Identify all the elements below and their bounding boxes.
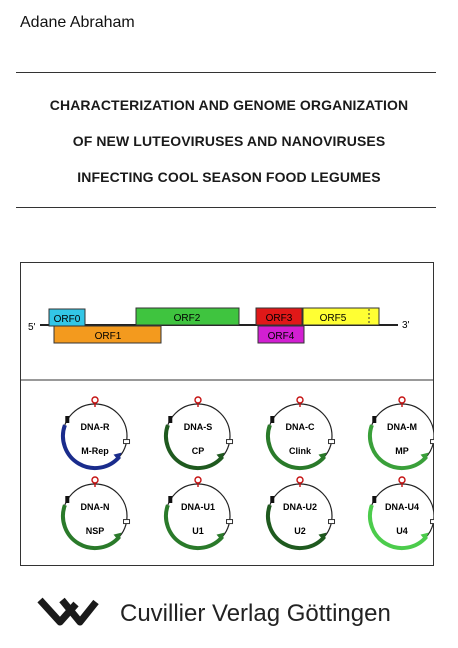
coding-arc bbox=[266, 424, 327, 471]
promoter-mark bbox=[65, 496, 70, 503]
polyA-mark bbox=[123, 519, 131, 525]
arc-arrowhead bbox=[113, 532, 122, 541]
coding-arc bbox=[164, 504, 225, 551]
arc-arrowhead bbox=[113, 452, 122, 461]
dna-circle-dna-u2: DNA-U2 U2 bbox=[266, 476, 336, 551]
arc-arrowhead bbox=[216, 532, 225, 541]
coding-arc bbox=[368, 424, 429, 471]
polyA-mark bbox=[328, 439, 336, 445]
three-prime-label: 3' bbox=[402, 320, 410, 331]
publisher-name: Cuvillier Verlag Göttingen bbox=[120, 600, 391, 627]
orf5-box bbox=[302, 307, 380, 326]
gene-label: U4 bbox=[396, 526, 408, 536]
gene-label: MP bbox=[395, 446, 409, 456]
arc-arrowhead bbox=[318, 452, 327, 461]
coding-arc bbox=[368, 504, 429, 551]
polyA-mark bbox=[226, 439, 234, 445]
dna-circle-dna-n: DNA-N NSP bbox=[61, 476, 131, 551]
title-line-1: CHARACTERIZATION AND GENOME ORGANIZATION bbox=[49, 97, 409, 113]
title-line-2: OF NEW LUTEOVIRUSES AND NANOVIRUSES bbox=[72, 133, 386, 149]
dna-circle-dna-u1: DNA-U1 U1 bbox=[164, 476, 234, 551]
coding-arc bbox=[266, 504, 327, 551]
dna-name-label: DNA-S bbox=[184, 422, 213, 432]
polyA-mark bbox=[430, 439, 434, 445]
gene-label: M-Rep bbox=[81, 446, 109, 456]
promoter-mark bbox=[372, 416, 377, 423]
polyA-mark bbox=[328, 519, 336, 525]
promoter-mark bbox=[372, 496, 377, 503]
dna-name-label: DNA-U2 bbox=[283, 502, 317, 512]
coding-arc bbox=[61, 504, 122, 551]
genome-figure: 5' 3' ORF0 ORF1 ORF2 ORF3 ORF4 ORF5 DNA-… bbox=[20, 262, 434, 566]
promoter-mark bbox=[270, 496, 275, 503]
orf1-label: ORF1 bbox=[95, 331, 122, 342]
orf3-label: ORF3 bbox=[266, 313, 293, 324]
author-name: Adane Abraham bbox=[20, 14, 135, 31]
dna-name-label: DNA-U4 bbox=[385, 502, 419, 512]
orf4-box bbox=[257, 325, 305, 344]
dna-name-label: DNA-R bbox=[81, 422, 110, 432]
promoter-mark bbox=[168, 496, 173, 503]
orf1-box bbox=[53, 325, 162, 344]
dna-name-label: DNA-U1 bbox=[181, 502, 215, 512]
promoter-mark bbox=[65, 416, 70, 423]
top-divider bbox=[16, 72, 436, 73]
gene-label: CP bbox=[192, 446, 205, 456]
orf2-label: ORF2 bbox=[174, 313, 201, 324]
dna-circle-dna-c: DNA-C Clink bbox=[266, 396, 336, 471]
genome-map: 5' 3' ORF0 ORF1 ORF2 ORF3 ORF4 ORF5 bbox=[28, 307, 410, 344]
coding-arc bbox=[164, 424, 225, 471]
polyA-mark bbox=[226, 519, 234, 525]
dna-name-label: DNA-M bbox=[387, 422, 417, 432]
gene-label: U2 bbox=[294, 526, 306, 536]
dna-name-label: DNA-C bbox=[286, 422, 315, 432]
gene-label: NSP bbox=[86, 526, 105, 536]
arc-arrowhead bbox=[216, 452, 225, 461]
orf3-box bbox=[255, 307, 303, 326]
five-prime-label: 5' bbox=[28, 322, 36, 333]
orf0-label: ORF0 bbox=[54, 314, 81, 325]
bottom-divider bbox=[16, 207, 436, 208]
dna-name-label: DNA-N bbox=[81, 502, 110, 512]
coding-arc bbox=[61, 424, 122, 471]
dna-circle-dna-m: DNA-M MP bbox=[368, 396, 434, 471]
dna-circle-dna-s: DNA-S CP bbox=[164, 396, 234, 471]
polyA-mark bbox=[123, 439, 131, 445]
promoter-mark bbox=[168, 416, 173, 423]
orf4-label: ORF4 bbox=[268, 331, 295, 342]
arc-arrowhead bbox=[420, 532, 429, 541]
gene-label: U1 bbox=[192, 526, 204, 536]
arc-arrowhead bbox=[420, 452, 429, 461]
orf5-label: ORF5 bbox=[320, 313, 347, 324]
polyA-mark bbox=[430, 519, 434, 525]
dna-components: DNA-R M-Rep DNA-S CP DNA-C Clink DNA-M MP DNA-N N… bbox=[61, 396, 434, 551]
publisher-logo bbox=[37, 597, 99, 626]
gene-label: Clink bbox=[289, 446, 312, 456]
orf2-box bbox=[135, 307, 240, 326]
dna-circle-dna-u4: DNA-U4 U4 bbox=[368, 476, 434, 551]
title-line-3: INFECTING COOL SEASON FOOD LEGUMES bbox=[77, 169, 381, 185]
promoter-mark bbox=[270, 416, 275, 423]
arc-arrowhead bbox=[318, 532, 327, 541]
dna-circle-dna-r: DNA-R M-Rep bbox=[61, 396, 131, 471]
